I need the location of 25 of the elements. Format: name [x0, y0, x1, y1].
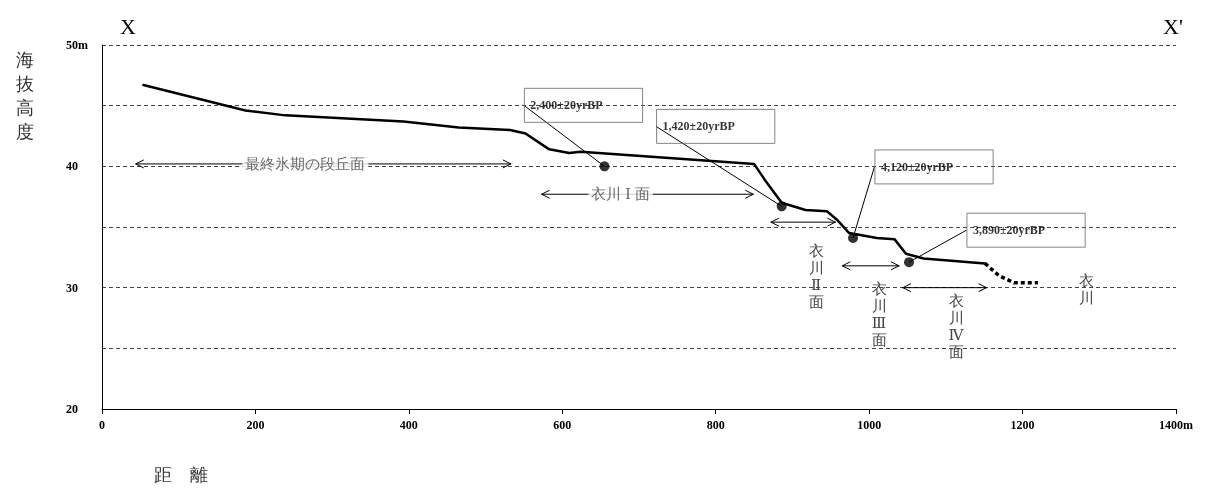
- x-tick-label: 1200: [1010, 418, 1035, 432]
- y-tick-label: 30: [66, 280, 78, 295]
- text: X: [120, 13, 137, 39]
- annotation: 3,890±20yrBP: [972, 223, 1046, 238]
- x-tick-label: 800: [706, 418, 725, 432]
- annotation: 最終氷期の段丘面: [245, 155, 366, 172]
- x-tick-label: 200: [246, 418, 265, 432]
- annotation: 2,400±20yrBP: [530, 98, 603, 113]
- x-tick-label: 0: [99, 418, 105, 432]
- annotation: 4,120±20yrBP: [880, 159, 954, 174]
- y-tick-label: 40: [66, 159, 78, 174]
- annotation: 1,420±20yrBP: [662, 119, 735, 134]
- annotation: 衣川Ⅱ面: [808, 242, 824, 310]
- annotation: 衣川Ⅲ面: [871, 280, 887, 348]
- y-tick-label: 20: [66, 402, 78, 416]
- x-tick-label: 600: [553, 418, 572, 432]
- text: X': [1163, 13, 1183, 39]
- x-tick-label: 1000: [857, 418, 882, 432]
- x-axis-title: 距 離: [154, 465, 208, 485]
- x-tick-label: 1400m: [1159, 418, 1193, 432]
- x-tick-label: 400: [399, 418, 418, 432]
- y-axis-title: 海抜高度: [16, 50, 34, 142]
- annotation: 衣川 Ⅰ 面: [591, 186, 650, 203]
- annotation: 衣川: [1078, 272, 1094, 306]
- y-tick-label: 50m: [66, 38, 88, 52]
